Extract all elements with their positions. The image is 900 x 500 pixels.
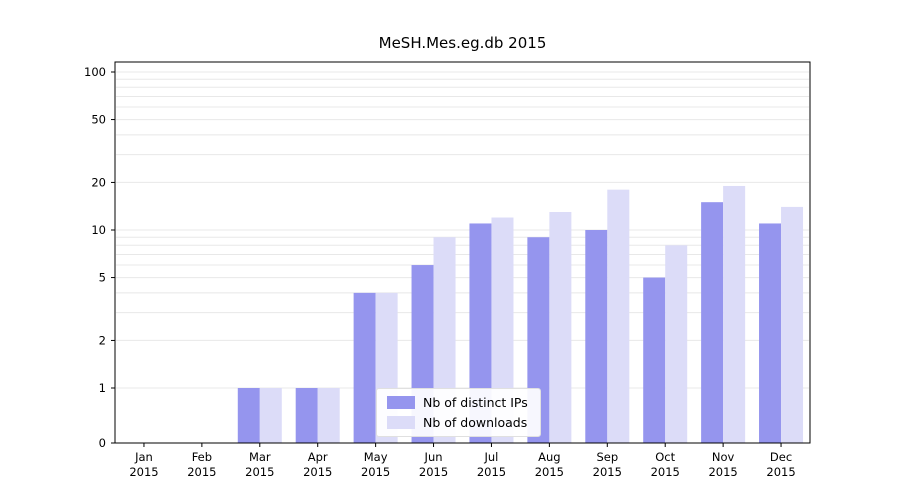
x-tick-label-year: 2015 — [535, 465, 564, 479]
y-tick-label: 5 — [99, 271, 106, 285]
bar-nov-2015-s0 — [701, 202, 724, 443]
bar-dec-2015-s0 — [759, 223, 782, 443]
x-tick-label-year: 2015 — [477, 465, 506, 479]
x-tick-label-year: 2015 — [593, 465, 622, 479]
y-tick-label: 2 — [99, 333, 106, 347]
x-tick-label-year: 2015 — [708, 465, 737, 479]
x-tick-label-year: 2015 — [651, 465, 680, 479]
x-tick-label-year: 2015 — [187, 465, 216, 479]
x-tick-label-year: 2015 — [419, 465, 448, 479]
x-tick-label-month: May — [364, 450, 388, 464]
x-tick-label-year: 2015 — [766, 465, 795, 479]
bar-mar-2015-s1 — [259, 388, 282, 443]
x-tick-label-year: 2015 — [129, 465, 158, 479]
y-tick-label: 100 — [84, 65, 106, 79]
x-tick-label-month: Jul — [484, 450, 499, 464]
legend-item-downloads: Nb of downloads — [387, 415, 528, 430]
x-tick-label-month: Oct — [655, 450, 675, 464]
distinct-ips-swatch-icon — [387, 396, 415, 409]
legend-label-distinct-ips: Nb of distinct IPs — [423, 395, 528, 410]
x-tick-label-month: Sep — [596, 450, 618, 464]
plot-border — [114, 61, 811, 444]
y-tick-label: 20 — [91, 175, 106, 189]
x-tick-label-month: Mar — [249, 450, 271, 464]
legend: Nb of distinct IPs Nb of downloads — [376, 388, 541, 437]
bar-nov-2015-s1 — [723, 185, 746, 444]
y-tick-label: 10 — [91, 223, 106, 237]
bar-oct-2015-s0 — [643, 277, 666, 443]
bar-apr-2015-s1 — [317, 388, 340, 443]
x-tick-label-year: 2015 — [303, 465, 332, 479]
bar-oct-2015-s1 — [665, 245, 688, 443]
y-tick-label: 50 — [91, 113, 106, 127]
bar-apr-2015-s0 — [295, 388, 318, 443]
x-tick-label-year: 2015 — [361, 465, 390, 479]
downloads-swatch-icon — [387, 416, 415, 429]
x-tick-label-month: Nov — [712, 450, 735, 464]
bar-may-2015-s0 — [353, 292, 376, 443]
x-tick-label-month: Feb — [192, 450, 212, 464]
x-tick-label-month: Dec — [770, 450, 792, 464]
bar-aug-2015-s1 — [549, 211, 572, 443]
bar-jul-2015-s1 — [491, 217, 514, 443]
bar-dec-2015-s1 — [781, 206, 804, 443]
chart-title: MeSH.Mes.eg.db 2015 — [378, 34, 547, 52]
x-tick-label-year: 2015 — [245, 465, 274, 479]
legend-item-distinct-ips: Nb of distinct IPs — [387, 395, 528, 410]
x-tick-label-month: Jan — [134, 450, 153, 464]
x-tick-label-month: Jun — [424, 450, 443, 464]
bar-sep-2015-s1 — [607, 189, 630, 443]
bar-mar-2015-s0 — [237, 388, 260, 443]
x-tick-label-month: Aug — [538, 450, 560, 464]
y-tick-label: 1 — [99, 381, 106, 395]
legend-label-downloads: Nb of downloads — [423, 415, 528, 430]
y-tick-label: 0 — [99, 436, 106, 450]
x-tick-label-month: Apr — [308, 450, 328, 464]
bar-sep-2015-s0 — [585, 230, 608, 443]
